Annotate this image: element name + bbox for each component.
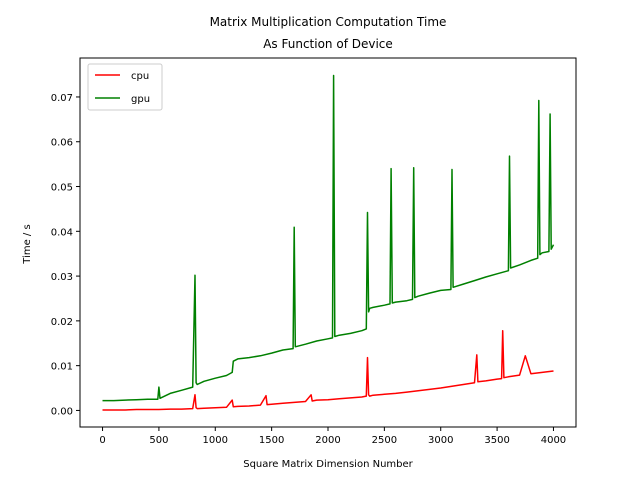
plot-background xyxy=(80,58,576,427)
x-tick-label: 4000 xyxy=(541,435,566,446)
y-axis-label: Time / s xyxy=(22,224,33,264)
chart-title-line-2: As Function of Device xyxy=(263,37,393,51)
y-tick-label: 0.01 xyxy=(51,362,73,373)
y-axis-ticks: 0.00 0.01 0.02 0.03 0.04 0.05 0.06 0.07 xyxy=(51,93,80,417)
y-tick-label: 0.03 xyxy=(51,272,73,283)
y-tick-label: 0.05 xyxy=(51,183,73,194)
y-tick-label: 0.06 xyxy=(51,138,73,149)
x-tick-label: 3500 xyxy=(484,435,509,446)
x-tick-label: 2000 xyxy=(315,435,340,446)
y-tick-label: 0.07 xyxy=(51,93,73,104)
y-tick-label: 0.02 xyxy=(51,317,73,328)
series-line-cpu xyxy=(102,329,554,411)
x-tick-label: 500 xyxy=(149,435,168,446)
x-tick-label: 1000 xyxy=(203,435,228,446)
x-tick-label: 3000 xyxy=(428,435,453,446)
x-axis-label: Square Matrix Dimension Number xyxy=(243,459,413,470)
series-line-gpu xyxy=(102,74,555,402)
x-axis-ticks: 0 500 1000 1500 2000 2500 3000 3500 4000 xyxy=(99,427,566,446)
plot-area xyxy=(79,57,577,428)
x-tick-label: 1500 xyxy=(259,435,284,446)
y-tick-label: 0.04 xyxy=(51,227,73,238)
x-tick-label: 0 xyxy=(99,435,105,446)
legend: cpu gpu xyxy=(87,63,163,111)
legend-box xyxy=(87,63,163,111)
x-tick-label: 2500 xyxy=(372,435,397,446)
legend-label-gpu: gpu xyxy=(131,94,150,105)
legend-label-cpu: cpu xyxy=(131,71,149,82)
chart-title-line-1: Matrix Multiplication Computation Time xyxy=(210,15,447,29)
y-tick-label: 0.00 xyxy=(51,406,73,417)
